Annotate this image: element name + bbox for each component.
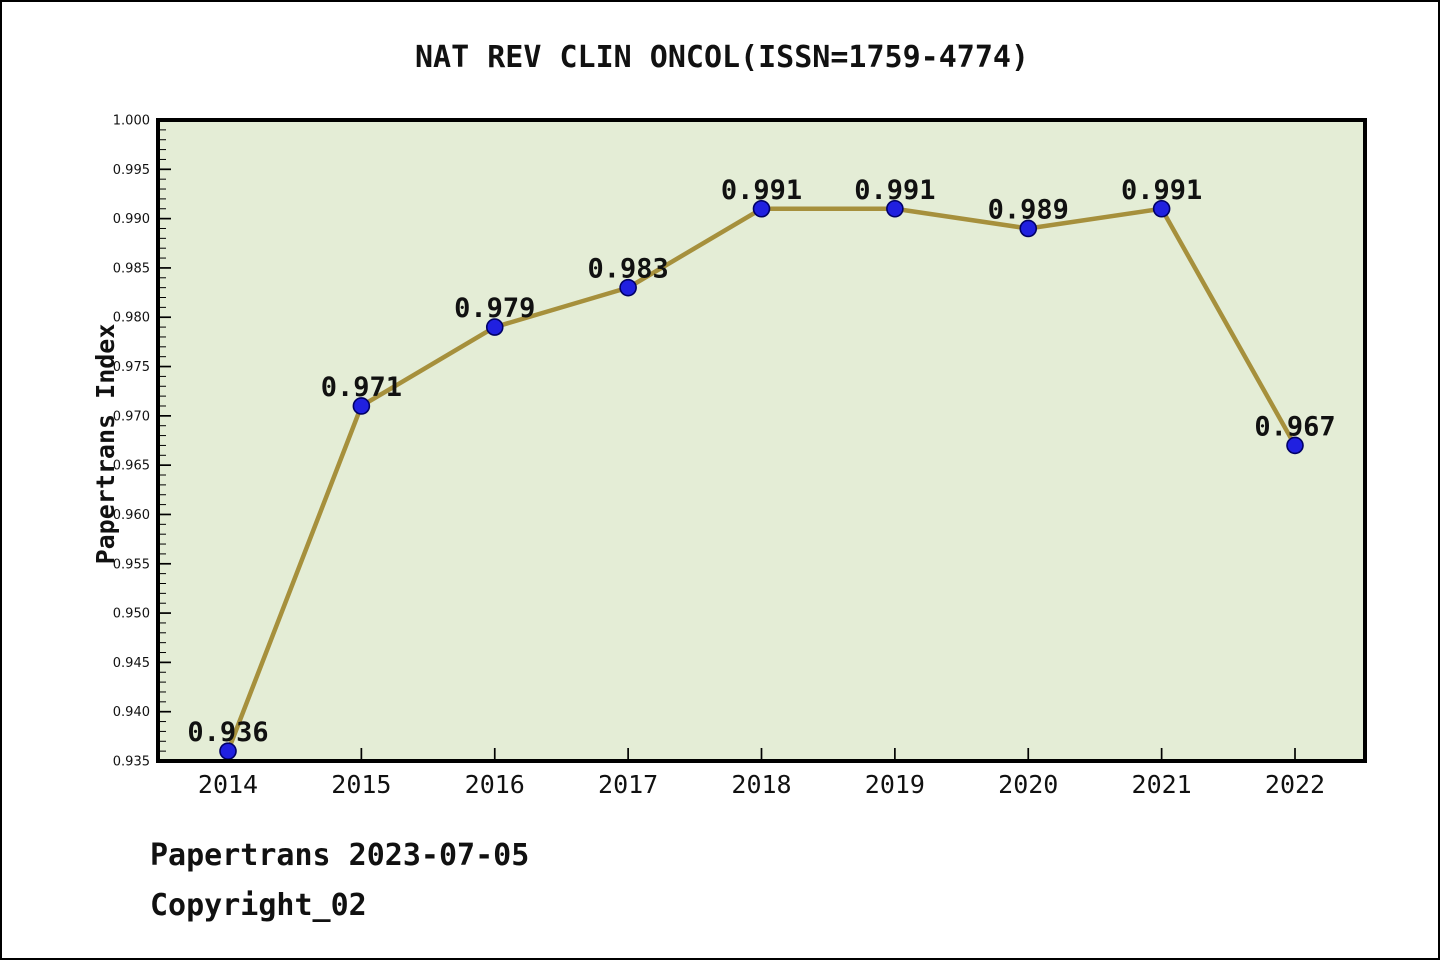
y-tick-label: 0.990 — [113, 212, 150, 227]
data-point-marker — [1152, 199, 1171, 218]
data-point-label: 0.991 — [854, 175, 935, 206]
plot-background — [158, 120, 1365, 761]
data-point-label: 0.991 — [721, 175, 802, 206]
y-tick-label: 0.940 — [113, 705, 150, 720]
y-tick-label: 0.950 — [113, 607, 150, 622]
data-point-marker — [1019, 219, 1038, 238]
y-tick-label: 0.935 — [113, 755, 150, 770]
data-point-marker — [1286, 436, 1304, 455]
data-point-label: 0.979 — [454, 293, 535, 324]
plot-frame — [156, 118, 1367, 763]
y-tick-label: 0.970 — [113, 409, 150, 424]
data-point-label: 0.971 — [321, 372, 402, 403]
x-tick-label: 2016 — [465, 770, 525, 799]
data-point-label: 0.991 — [1121, 175, 1202, 206]
y-tick-label: 0.945 — [113, 656, 150, 671]
chart-title: NAT REV CLIN ONCOL(ISSN=1759-4774) — [414, 40, 1030, 75]
footer-copyright: Copyright_02 — [150, 888, 367, 923]
footer-source-date: Papertrans 2023-07-05 — [150, 838, 530, 873]
data-point-label: 0.983 — [587, 254, 668, 285]
x-tick-label: 2015 — [331, 770, 391, 799]
y-tick-label: 0.980 — [113, 311, 150, 326]
x-tick-label: 2020 — [998, 770, 1058, 799]
data-point-marker — [886, 199, 904, 218]
y-tick-label: 0.965 — [113, 459, 150, 474]
data-point-label: 0.936 — [187, 717, 268, 748]
y-tick-label: 0.995 — [113, 163, 150, 178]
y-tick-label: 0.975 — [113, 360, 150, 375]
data-point-label: 0.989 — [988, 194, 1069, 225]
x-tick-label: 2022 — [1265, 770, 1325, 799]
x-tick-label: 2018 — [731, 770, 791, 799]
data-point-label: 0.967 — [1254, 411, 1335, 442]
x-tick-label: 2017 — [598, 770, 658, 799]
x-tick-label: 2021 — [1132, 770, 1192, 799]
data-point-marker — [352, 397, 371, 415]
data-point-marker — [619, 278, 637, 297]
y-tick-label: 0.960 — [113, 508, 150, 523]
y-tick-label: 0.955 — [113, 557, 150, 572]
x-tick-label: 2014 — [198, 770, 258, 799]
y-tick-label: 1.000 — [113, 114, 150, 129]
x-tick-label: 2019 — [865, 770, 925, 799]
data-point-marker — [485, 318, 504, 336]
data-point-marker — [752, 199, 771, 218]
y-tick-label: 0.985 — [113, 261, 150, 276]
